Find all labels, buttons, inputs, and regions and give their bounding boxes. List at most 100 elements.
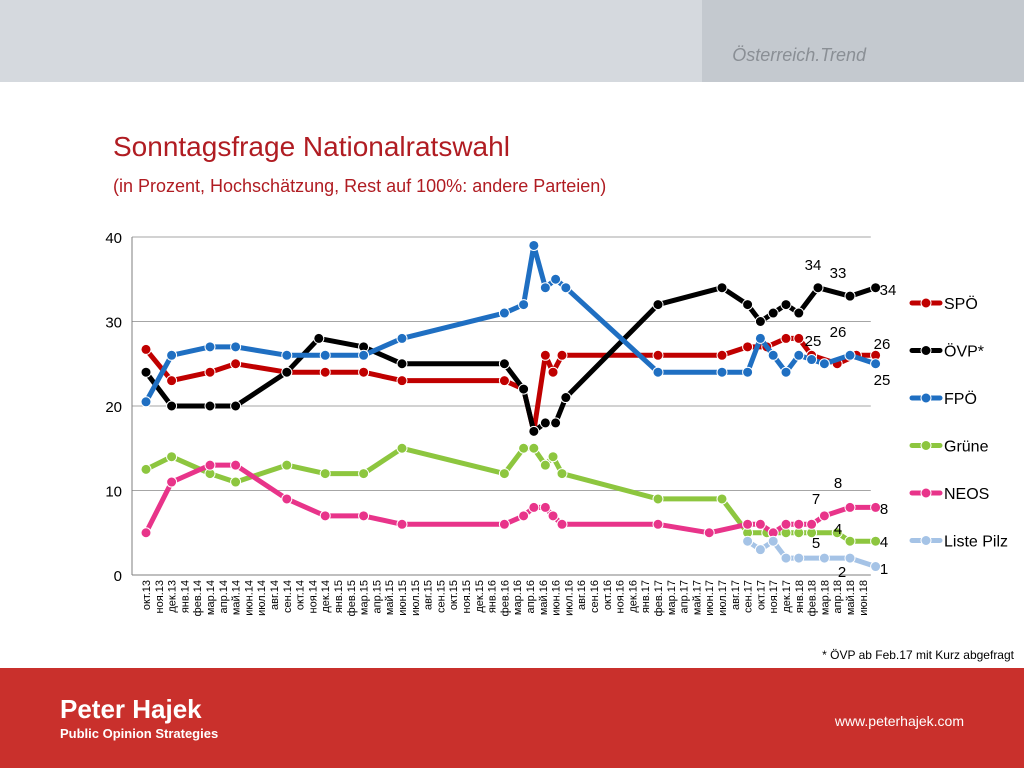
x-tick-label: июн.17 — [704, 580, 716, 616]
y-tick-label: 20 — [105, 399, 122, 416]
series-point — [140, 343, 152, 355]
series-point — [831, 527, 843, 539]
series-point — [204, 400, 216, 412]
series-point — [230, 459, 242, 471]
series-point — [652, 493, 664, 505]
series-point — [166, 375, 178, 387]
header-brand-panel — [702, 0, 1024, 82]
data-label: 26 — [830, 324, 847, 341]
series-point — [528, 442, 540, 454]
series-point — [780, 366, 792, 378]
series-point — [204, 366, 216, 378]
series-point — [870, 561, 882, 573]
data-label: 25 — [874, 372, 891, 389]
legend-label: SPÖ — [944, 295, 978, 313]
series-point — [793, 552, 805, 564]
series-point — [767, 535, 779, 547]
x-tick-label: янв.17 — [640, 580, 652, 613]
x-tick-label: мар.15 — [359, 580, 371, 615]
x-tick-label: янв.18 — [794, 580, 806, 613]
series-point — [281, 493, 293, 505]
data-label: 1 — [880, 561, 888, 578]
series-point — [556, 518, 568, 530]
legend-swatch-marker — [920, 297, 932, 309]
series-point — [319, 366, 331, 378]
series-line — [143, 462, 879, 536]
series-point — [742, 299, 754, 311]
series-point — [140, 463, 152, 475]
series-point — [812, 282, 824, 294]
data-label: 5 — [812, 535, 820, 552]
legend-swatch-marker — [920, 487, 932, 499]
y-tick-label: 40 — [105, 230, 122, 247]
series-point — [780, 299, 792, 311]
legend-label: NEOS — [944, 486, 989, 503]
legend-label: Grüne — [944, 439, 989, 456]
series-point — [313, 332, 325, 344]
series-point — [767, 349, 779, 361]
series-point — [319, 349, 331, 361]
series-point — [844, 535, 856, 547]
x-tick-label: ноя.16 — [615, 580, 627, 613]
series-point — [742, 341, 754, 353]
series-point — [844, 349, 856, 361]
series-point — [539, 349, 551, 361]
series-point — [358, 468, 370, 480]
data-label: 2 — [838, 564, 846, 581]
x-tick-label: май.18 — [845, 580, 857, 615]
x-tick-label: ноя.15 — [461, 580, 473, 613]
y-tick-label: 10 — [105, 484, 122, 501]
footer-bar — [0, 668, 1024, 768]
footer-website-link[interactable]: www.peterhajek.com — [834, 713, 964, 729]
series-point — [652, 366, 664, 378]
data-label: 4 — [880, 534, 888, 551]
series-point — [742, 366, 754, 378]
x-tick-label: апр.18 — [832, 580, 844, 613]
series-point — [556, 468, 568, 480]
x-tick-label: янв.16 — [487, 580, 499, 613]
series-point — [556, 349, 568, 361]
series-point — [358, 366, 370, 378]
series-point — [319, 468, 331, 480]
x-tick-label: апр.17 — [679, 580, 691, 613]
series-point — [793, 307, 805, 319]
x-tick-label: фев.16 — [499, 580, 511, 616]
series-point — [742, 535, 754, 547]
footer-company-name: Peter Hajek — [60, 694, 202, 724]
chart-subtitle: (in Prozent, Hochschätzung, Rest auf 100… — [113, 176, 607, 196]
series-point — [230, 358, 242, 370]
x-tick-label: мар.17 — [666, 580, 678, 615]
series-point — [716, 349, 728, 361]
series-point — [754, 316, 766, 327]
x-tick-label: фев.14 — [192, 580, 204, 616]
x-tick-label: июл.17 — [717, 580, 729, 616]
data-label: 34 — [805, 257, 822, 274]
series-point — [281, 349, 293, 361]
series-point — [844, 552, 856, 564]
series-point — [547, 510, 559, 522]
series-point — [281, 459, 293, 471]
x-tick-label: дек.16 — [627, 580, 639, 613]
series-point — [498, 375, 510, 387]
series-point — [547, 366, 559, 378]
series-point — [230, 476, 242, 488]
x-tick-label: июн.16 — [551, 580, 563, 616]
series-point — [870, 501, 882, 513]
series-point — [166, 476, 178, 488]
x-tick-label: фев.17 — [653, 580, 665, 616]
series-point — [870, 358, 882, 370]
series-point — [539, 501, 551, 513]
x-tick-label: дек.14 — [320, 580, 332, 613]
x-tick-label: авг.16 — [576, 580, 588, 610]
footer-company-subtitle: Public Opinion Strategies — [60, 726, 219, 741]
x-tick-label: июн.18 — [858, 580, 870, 616]
data-label: 33 — [830, 265, 847, 282]
x-tick-label: дек.15 — [474, 580, 486, 613]
legend-swatch-marker — [920, 440, 932, 451]
series-point — [166, 349, 178, 361]
series-point — [166, 400, 178, 412]
data-label: 34 — [880, 282, 897, 299]
data-label: 25 — [805, 333, 822, 350]
series-point — [870, 282, 882, 294]
